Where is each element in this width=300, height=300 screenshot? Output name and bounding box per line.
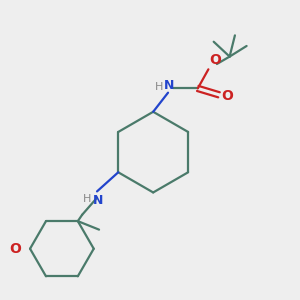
Text: N: N (164, 79, 174, 92)
Text: H: H (155, 82, 164, 92)
Text: O: O (209, 53, 221, 67)
Text: O: O (221, 89, 233, 103)
Text: H: H (83, 194, 92, 203)
Text: N: N (93, 194, 103, 206)
Text: O: O (10, 242, 22, 256)
